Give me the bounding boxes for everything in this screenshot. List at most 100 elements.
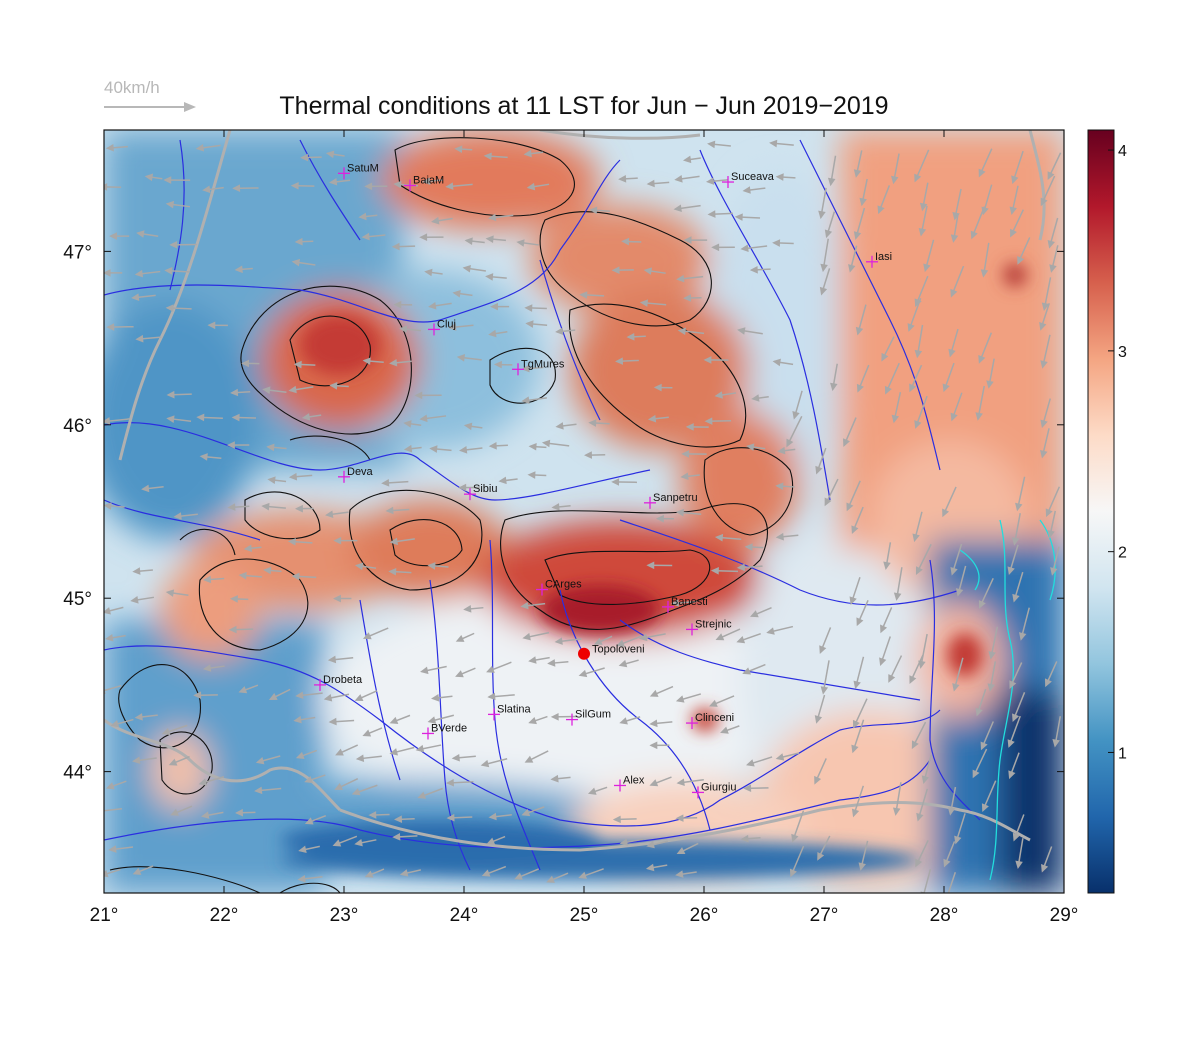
wind-arrowhead (1041, 863, 1049, 873)
city-marker: Strejnic (686, 618, 732, 636)
wind-arrowhead (1012, 713, 1020, 723)
wind-arrowhead (403, 444, 413, 453)
city-label: Slatina (497, 703, 532, 715)
wind-arrowhead (1017, 255, 1025, 265)
y-axis: 44° 45° 46° 47° (63, 242, 1064, 784)
wind-arrowhead (670, 599, 679, 607)
wind-arrowhead (550, 774, 559, 783)
wind-arrowhead (743, 784, 752, 793)
wind-arrowhead (621, 237, 630, 246)
wind-arrowhead (655, 514, 664, 523)
wind-arrowhead (361, 232, 370, 241)
wind-arrowhead (451, 753, 460, 762)
wind-arrowhead (856, 617, 864, 627)
wind-arrowhead (168, 758, 178, 766)
wind-arrowhead (104, 269, 111, 277)
city-label: Alex (623, 774, 645, 786)
wind-arrowhead (354, 694, 364, 702)
wind-arrowhead (295, 504, 303, 513)
wind-arrowhead (294, 237, 303, 246)
wind-arrowhead (388, 567, 397, 576)
wind-arrowhead (462, 264, 471, 273)
wind-arrowhead (203, 575, 212, 584)
wind-arrowhead (108, 845, 117, 853)
wind-arrowhead (335, 748, 344, 756)
wind-arrowhead (673, 204, 682, 213)
wind-arrowhead (1007, 739, 1015, 748)
wind-arrowhead (954, 835, 962, 845)
city-label: Deva (347, 466, 374, 478)
wind-arrowhead (458, 483, 467, 492)
wind-arrow (923, 868, 932, 893)
wind-arrowhead (980, 269, 989, 278)
wind-arrowhead (742, 667, 751, 675)
wind-arrowhead (584, 451, 592, 459)
wind-arrowhead (980, 741, 988, 751)
wind-arrowhead (523, 149, 532, 158)
wind-arrowhead (261, 502, 270, 511)
wind-arrowhead (647, 414, 657, 423)
wind-arrowhead (859, 197, 867, 207)
wind-arrowhead (550, 712, 559, 721)
city-markers: SatuM BaiaM Suceava Iasi Cluj TgMures Deva Sibi… (314, 162, 892, 799)
wind-arrowhead (514, 872, 523, 880)
wind-arrowhead (858, 862, 866, 871)
wind-arrowhead (493, 360, 502, 369)
wind-arrowhead (923, 263, 931, 273)
wind-arrowhead (355, 754, 365, 763)
city-label: Suceava (731, 171, 775, 183)
wind-arrowhead (301, 413, 311, 421)
wind-arrowhead (981, 803, 989, 812)
wind-arrowhead (646, 840, 655, 849)
wind-arrowhead (389, 716, 399, 725)
wind-arrowhead (463, 605, 472, 613)
city-marker: BaiaM (404, 174, 444, 192)
wind-arrowhead (853, 231, 862, 240)
wind-arrowhead (454, 145, 463, 153)
wind-arrowhead (243, 544, 253, 553)
wind-arrowhead (915, 566, 923, 575)
map-title: Thermal conditions at 11 LST for Jun − J… (279, 92, 889, 120)
wind-arrowhead (429, 445, 438, 453)
wind-arrowhead (551, 503, 560, 511)
wind-arrowhead (238, 571, 247, 580)
wind-arrowhead (704, 417, 713, 425)
wind-arrowhead (676, 778, 685, 787)
wind-arrowhead (419, 233, 428, 242)
city-marker: Suceava (722, 171, 775, 189)
wind-arrowhead (737, 327, 746, 335)
wind-arrowhead (914, 349, 923, 359)
highlight-city-label: Topoloveni (592, 644, 645, 656)
wind-arrowhead (445, 182, 454, 190)
wind-arrowhead (818, 210, 826, 220)
wind-arrowhead (944, 898, 949, 904)
wind-arrowhead (520, 601, 529, 610)
wind-arrowhead (1018, 632, 1027, 641)
wind-arrowhead (740, 244, 749, 252)
wind-arrowhead (130, 596, 139, 604)
wind-arrowhead (649, 719, 658, 728)
wind-arrowhead (950, 412, 958, 422)
wind-arrowhead (914, 173, 922, 183)
wind-scale-arrow-icon (104, 102, 196, 112)
wind-arrowhead (674, 175, 683, 183)
wind-arrowhead (524, 304, 533, 312)
wind-arrowhead (883, 561, 891, 570)
wind-arrowhead (1040, 360, 1048, 369)
x-tick-label: 22° (210, 905, 239, 926)
wind-arrow (104, 808, 122, 812)
wind-arrowhead (918, 228, 927, 237)
wind-arrowhead (528, 716, 537, 725)
x-tick-label: 26° (690, 905, 719, 926)
wind-arrowhead (851, 744, 859, 754)
wind-arrowhead (611, 266, 620, 274)
wind-arrowhead (766, 627, 775, 635)
wind-arrowhead (333, 536, 342, 545)
wind-arrowhead (229, 595, 238, 603)
city-marker: Clinceni (686, 712, 734, 730)
wind-arrowhead (394, 815, 403, 824)
wind-arrowhead (419, 414, 428, 423)
wind-arrowhead (1041, 302, 1050, 311)
wind-arrowhead (1039, 322, 1047, 331)
wind-arrowhead (364, 182, 373, 191)
